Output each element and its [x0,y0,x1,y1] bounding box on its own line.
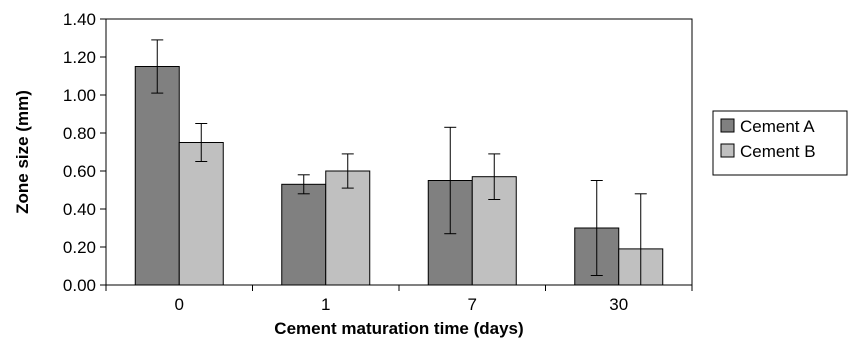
y-tick-label: 1.40 [63,10,96,29]
legend-box [712,110,848,176]
y-axis-title: Zone size (mm) [13,90,32,214]
y-tick-label: 0.00 [63,276,96,295]
legend-label: Cement A [740,117,815,136]
legend-label: Cement B [740,142,816,161]
x-axis: 0 1 7 30 [105,285,693,314]
x-tick-label: 0 [175,295,184,314]
bar [281,183,327,286]
x-tick-label: 1 [321,295,330,314]
x-axis-title: Cement maturation time (days) [274,319,523,338]
y-axis: 0.00 0.20 0.40 0.60 0.80 1.00 1.20 1.40 [63,10,106,295]
bars [134,66,664,286]
y-tick-label: 0.80 [63,124,96,143]
y-tick-label: 0.20 [63,238,96,257]
y-tick-label: 1.00 [63,86,96,105]
legend: Cement A Cement B [712,110,848,176]
bar [134,66,180,286]
y-tick-label: 0.60 [63,162,96,181]
legend-swatch [720,143,735,158]
x-tick-label: 7 [468,295,477,314]
x-tick-label: 30 [609,295,628,314]
legend-swatch [720,118,735,133]
y-tick-label: 0.40 [63,200,96,219]
bar [178,142,224,286]
y-tick-label: 1.20 [63,48,96,67]
plot-area: 0.00 0.20 0.40 0.60 0.80 1.00 1.20 1.40 0 1 7 30 [63,10,693,314]
bar [325,170,371,286]
error-bars [151,39,647,285]
